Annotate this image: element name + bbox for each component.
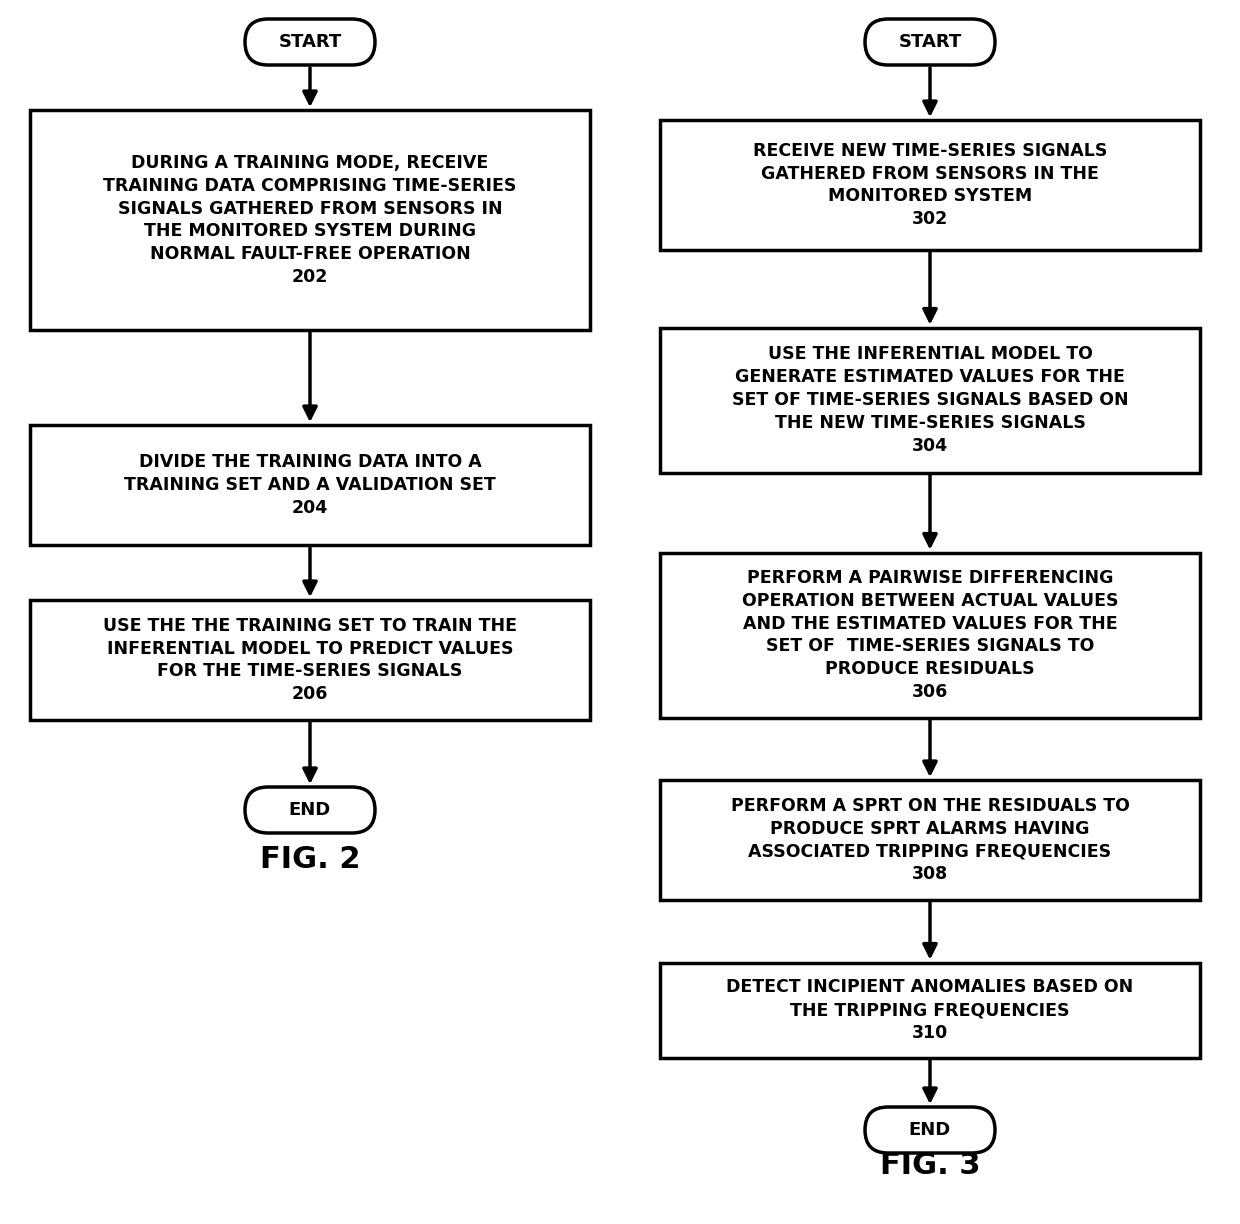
Text: USE THE INFERENTIAL MODEL TO
GENERATE ESTIMATED VALUES FOR THE
SET OF TIME-SERIE: USE THE INFERENTIAL MODEL TO GENERATE ES… <box>732 345 1128 455</box>
FancyBboxPatch shape <box>30 110 590 330</box>
Text: FIG. 2: FIG. 2 <box>259 846 361 874</box>
Text: DURING A TRAINING MODE, RECEIVE
TRAINING DATA COMPRISING TIME-SERIES
SIGNALS GAT: DURING A TRAINING MODE, RECEIVE TRAINING… <box>103 154 517 286</box>
Text: DETECT INCIPIENT ANOMALIES BASED ON
THE TRIPPING FREQUENCIES
310: DETECT INCIPIENT ANOMALIES BASED ON THE … <box>727 978 1133 1042</box>
Text: START: START <box>278 33 342 51</box>
FancyBboxPatch shape <box>660 780 1200 900</box>
FancyBboxPatch shape <box>660 328 1200 472</box>
Text: START: START <box>898 33 962 51</box>
FancyBboxPatch shape <box>30 600 590 720</box>
Text: FIG. 3: FIG. 3 <box>879 1151 981 1180</box>
FancyBboxPatch shape <box>660 120 1200 250</box>
FancyBboxPatch shape <box>246 20 374 65</box>
FancyBboxPatch shape <box>866 1106 994 1153</box>
FancyBboxPatch shape <box>866 20 994 65</box>
FancyBboxPatch shape <box>660 552 1200 717</box>
FancyBboxPatch shape <box>246 787 374 834</box>
Text: USE THE THE TRAINING SET TO TRAIN THE
INFERENTIAL MODEL TO PREDICT VALUES
FOR TH: USE THE THE TRAINING SET TO TRAIN THE IN… <box>103 617 517 704</box>
FancyBboxPatch shape <box>30 425 590 545</box>
Text: DIVIDE THE TRAINING DATA INTO A
TRAINING SET AND A VALIDATION SET
204: DIVIDE THE TRAINING DATA INTO A TRAINING… <box>124 453 496 517</box>
Text: END: END <box>909 1121 951 1140</box>
Text: PERFORM A PAIRWISE DIFFERENCING
OPERATION BETWEEN ACTUAL VALUES
AND THE ESTIMATE: PERFORM A PAIRWISE DIFFERENCING OPERATIO… <box>742 569 1118 701</box>
FancyBboxPatch shape <box>660 962 1200 1058</box>
Text: END: END <box>289 800 331 819</box>
Text: RECEIVE NEW TIME-SERIES SIGNALS
GATHERED FROM SENSORS IN THE
MONITORED SYSTEM
30: RECEIVE NEW TIME-SERIES SIGNALS GATHERED… <box>753 142 1107 229</box>
Text: PERFORM A SPRT ON THE RESIDUALS TO
PRODUCE SPRT ALARMS HAVING
ASSOCIATED TRIPPIN: PERFORM A SPRT ON THE RESIDUALS TO PRODU… <box>730 797 1130 884</box>
